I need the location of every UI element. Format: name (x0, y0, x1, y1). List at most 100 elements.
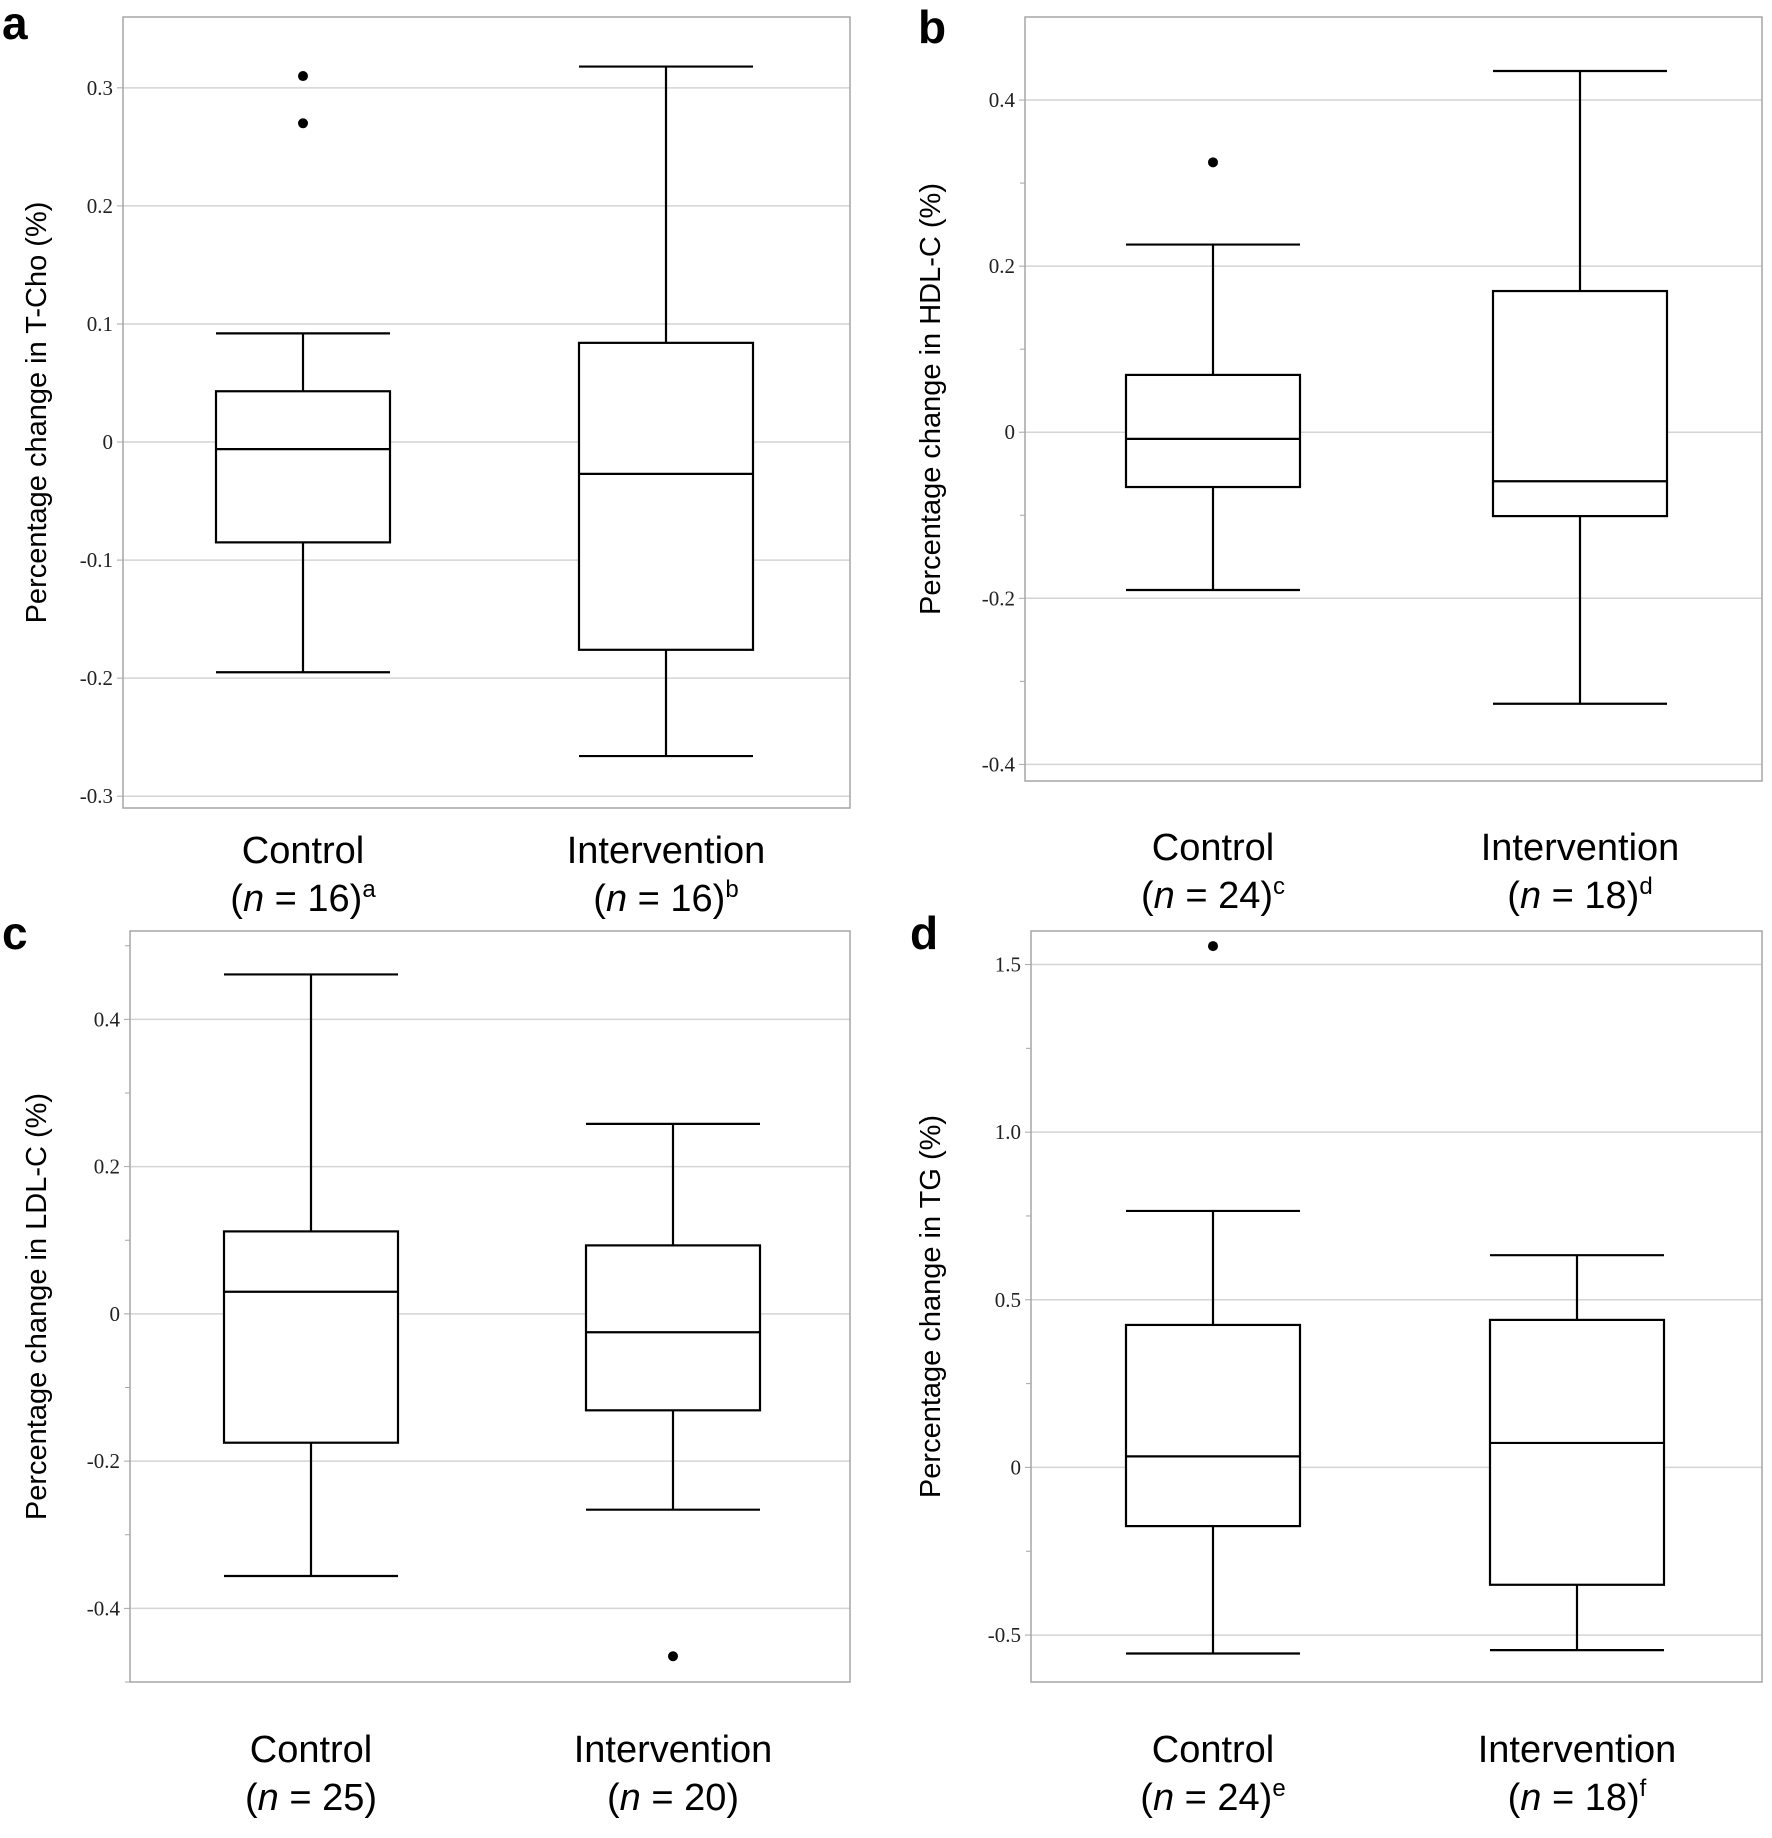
n-symbol: n (1154, 875, 1175, 917)
y-tick-label: 0.3 (87, 76, 113, 100)
y-tick-label: -0.2 (982, 586, 1015, 610)
box-intervention: Intervention (n = 18)d (1481, 69, 1680, 917)
box-control: Control(n = 24)c (1124, 157, 1302, 917)
paren: ( (1508, 1777, 1521, 1819)
paren: ( (245, 1777, 258, 1819)
box-intervention: Intervention(n = 16)b (567, 65, 766, 920)
plot-frame (1024, 16, 1763, 782)
iqr-box (222, 1230, 400, 1444)
plot-area: 1.5 1.0 0.5 0 -0.5 Percentage change in TG (%… (915, 930, 1763, 1819)
y-tick-label: 0.5 (995, 1288, 1021, 1312)
y-axis-label: Percentage change in LDL-C (%) (21, 1093, 53, 1520)
sample-size-label: (n = 20) (607, 1777, 739, 1819)
plot-area: 0.3 0.2 0.1 0 -0.1 -0.2 -0.3 Percentage change … (21, 16, 851, 920)
footnote-superscript: f (1640, 1775, 1647, 1802)
n-value: = 16) (264, 878, 362, 920)
outlier-point (298, 71, 308, 82)
panel-letter: c (2, 907, 28, 959)
n-symbol: n (243, 878, 264, 920)
paren: ( (593, 878, 606, 920)
footnote-superscript: b (725, 876, 738, 903)
n-value: = 25) (279, 1777, 377, 1819)
sample-size-label: (n = 16)a (230, 876, 376, 920)
category-label: Intervention (567, 830, 766, 872)
boxplot-chart-d: 1.5 1.0 0.5 0 -0.5 Percentage change in TG (%… (915, 930, 1763, 1819)
y-tick-label: 0.1 (87, 312, 113, 336)
paren: ( (1507, 875, 1520, 917)
category-label: Control (250, 1729, 373, 1771)
y-tick-label: 0 (103, 430, 114, 454)
y-tick-label: 0.4 (94, 1007, 121, 1031)
sample-size-label: (n = 24)c (1141, 873, 1285, 917)
panel-a: a 0.3 0.2 0.1 0 -0.1 -0.2 -0.3 Percentage chang… (0, 0, 880, 920)
n-value: = 18) (1541, 1777, 1639, 1819)
paren: ( (1141, 875, 1154, 917)
category-label: Intervention (1478, 1729, 1677, 1771)
box-intervention: Intervention(n = 18)f (1478, 1254, 1677, 1819)
iqr-box (1124, 373, 1302, 489)
n-symbol: n (606, 878, 627, 920)
category-label: Intervention (1481, 827, 1680, 869)
panel-d: d 1.5 1.0 0.5 0 -0.5 Percentage change in TG … (880, 910, 1772, 1838)
paren: ( (1140, 1777, 1153, 1819)
panel-letter: b (918, 1, 947, 53)
category-label: Control (1152, 827, 1275, 869)
iqr-box (214, 390, 392, 544)
y-tick-label: 0.2 (989, 254, 1015, 278)
outlier-point (668, 1651, 678, 1662)
iqr-box (584, 1244, 762, 1412)
plot-frame (1030, 930, 1763, 1683)
iqr-box (1491, 289, 1669, 518)
n-symbol: n (1520, 875, 1541, 917)
footnote-superscript: e (1272, 1775, 1285, 1802)
panel-c: c 0.4 0.2 0 -0.2 -0.4 Percentage change in LD… (0, 910, 880, 1838)
plot-area: 0.4 0.2 0 -0.2 -0.4 Percentage change in LDL-… (21, 930, 851, 1819)
box-control: Control (n = 25) (222, 973, 400, 1819)
n-symbol: n (620, 1777, 641, 1819)
n-value: = 18) (1541, 875, 1639, 917)
sample-size-label: (n = 24)e (1140, 1775, 1285, 1819)
boxplot-chart-b: 0.4 0.2 0 -0.2 -0.4 Percentage change in HDL-… (915, 16, 1763, 917)
iqr-box (1124, 1323, 1302, 1528)
outlier-point (298, 118, 308, 129)
panel-letter: a (2, 0, 28, 49)
y-axis-label: Percentage change in TG (%) (915, 1115, 947, 1498)
box-control: Control(n = 24)e (1124, 941, 1302, 1819)
y-tick-label: -0.4 (982, 752, 1016, 776)
plot-area: 0.4 0.2 0 -0.2 -0.4 Percentage change in HDL-… (915, 16, 1763, 917)
y-tick-label: 0.4 (989, 88, 1016, 112)
category-label: Control (1152, 1729, 1275, 1771)
box-control: Control(n = 16)a (214, 71, 392, 920)
box-intervention: Intervention (n = 20) (574, 1122, 773, 1819)
outlier-point (1208, 941, 1218, 952)
category-label: Control (242, 830, 365, 872)
boxplot-chart-c: 0.4 0.2 0 -0.2 -0.4 Percentage change in LDL-… (21, 930, 851, 1819)
y-tick-label: 1.5 (995, 953, 1021, 977)
y-tick-label: -0.1 (80, 548, 113, 572)
n-symbol: n (258, 1777, 279, 1819)
y-tick-label: 0 (1011, 1455, 1022, 1479)
n-value: = 24) (1175, 875, 1273, 917)
sample-size-label: (n = 25) (245, 1777, 377, 1819)
panel-b: b 0.4 0.2 0 -0.2 -0.4 Percentage change in HD… (880, 0, 1772, 917)
iqr-box (577, 341, 755, 651)
y-tick-label: -0.2 (80, 666, 113, 690)
paren: ( (230, 878, 243, 920)
footnote-superscript: d (1639, 873, 1652, 900)
footnote-superscript: c (1273, 873, 1285, 900)
y-tick-label: -0.3 (80, 784, 113, 808)
category-label: Intervention (574, 1729, 773, 1771)
n-value: = 20) (641, 1777, 739, 1819)
n-value: = 24) (1174, 1777, 1272, 1819)
y-tick-label: -0.4 (87, 1596, 121, 1620)
y-tick-label: -0.2 (87, 1449, 120, 1473)
y-tick-label: 0.2 (94, 1155, 120, 1179)
plot-frame (129, 930, 851, 1683)
footnote-superscript: a (362, 876, 376, 903)
y-tick-label: 0.2 (87, 194, 113, 218)
plot-frame (122, 16, 851, 809)
y-tick-label: 0 (110, 1302, 121, 1326)
y-tick-label: -0.5 (988, 1623, 1021, 1647)
paren: ( (607, 1777, 620, 1819)
y-axis-label: Percentage change in HDL-C (%) (915, 183, 947, 615)
